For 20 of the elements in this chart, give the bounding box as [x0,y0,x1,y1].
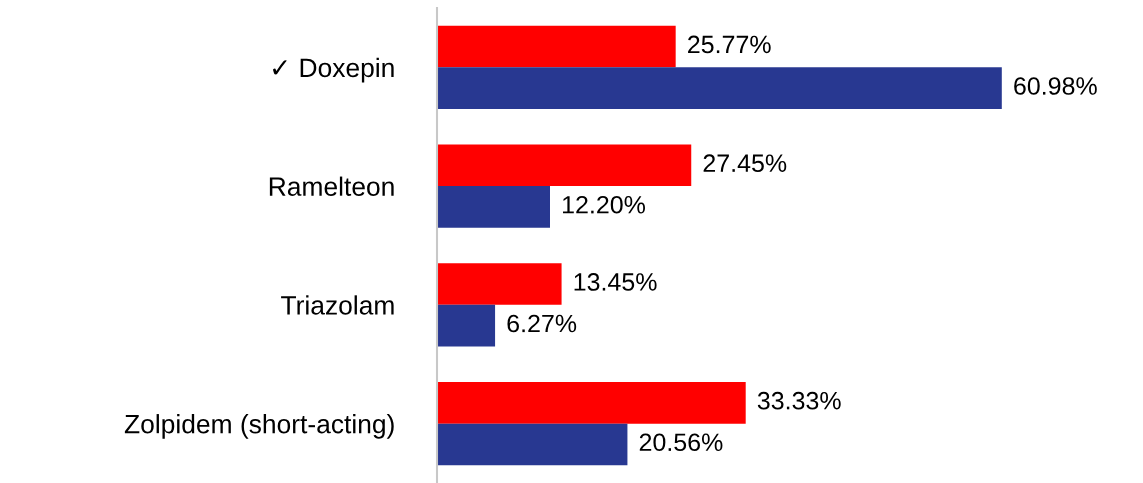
bar [437,423,628,466]
data-label: 33.33% [757,391,841,410]
bar [437,304,496,347]
data-label: 20.56% [639,433,723,452]
data-label: 6.27% [507,314,577,333]
bar [437,25,676,68]
bar [437,382,746,424]
bar [437,67,1002,109]
bar [437,263,562,305]
data-label: 27.45% [703,154,787,173]
y-tick-label: Triazolam [281,295,394,315]
y-tick-label: Ramelteon [269,176,394,196]
data-label: 12.20% [563,195,646,214]
data-label: 13.45% [574,273,657,291]
bar [437,186,550,228]
bar [437,144,692,187]
data-label: 60.98% [1014,77,1097,95]
y-tick-label: ✓ Doxepin [273,57,394,83]
y-tick-label: Zolpidem (short-acting) [124,414,394,439]
data-label: 25.77% [688,35,771,54]
